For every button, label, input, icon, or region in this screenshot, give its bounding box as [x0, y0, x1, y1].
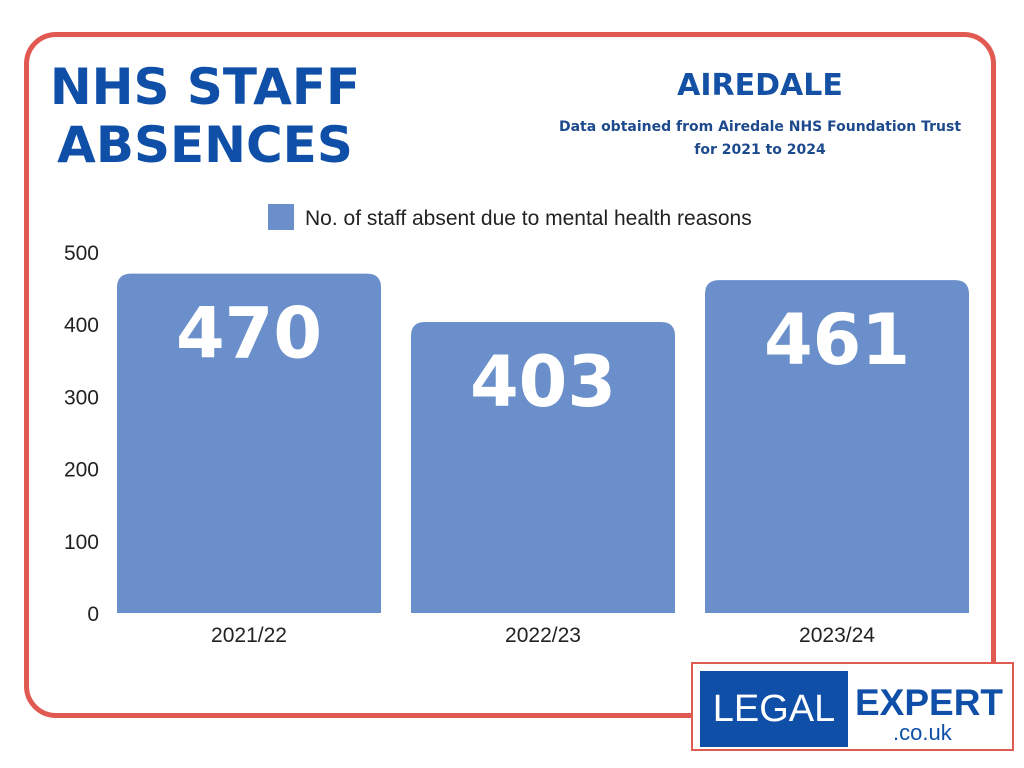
- bar: [117, 273, 381, 613]
- y-tick-label: 400: [64, 314, 99, 337]
- logo-left: LEGAL: [700, 671, 848, 747]
- y-tick-label: 500: [64, 242, 99, 265]
- bar-value-label: 403: [470, 341, 616, 423]
- title-line-2: ABSENCES: [57, 116, 353, 174]
- bar: [705, 280, 969, 613]
- page-title: NHS STAFF ABSENCES: [40, 58, 370, 174]
- y-tick-label: 100: [64, 531, 99, 554]
- y-tick-label: 300: [64, 386, 99, 409]
- source-note: Data obtained from Airedale NHS Foundati…: [520, 116, 1000, 162]
- title-line-1: NHS STAFF: [49, 58, 361, 116]
- logo-right: EXPERT: [855, 682, 1004, 723]
- bar-value-label: 461: [764, 299, 910, 381]
- x-tick-label: 2022/23: [505, 624, 581, 647]
- bar: [411, 322, 675, 613]
- x-tick-label: 2021/22: [211, 624, 287, 647]
- x-tick-label: 2023/24: [799, 624, 875, 647]
- legend-swatch: [268, 204, 294, 230]
- logo-domain: .co.uk: [893, 720, 952, 745]
- region-title: AIREDALE: [677, 68, 843, 103]
- source-line-2: for 2021 to 2024: [694, 142, 826, 158]
- legal-expert-logo: LEGAL EXPERT .co.uk: [691, 662, 1014, 751]
- y-tick-label: 200: [64, 459, 99, 482]
- chart-frame: [24, 32, 996, 718]
- legend-label: No. of staff absent due to mental health…: [305, 207, 752, 230]
- bar-value-label: 470: [176, 293, 322, 375]
- source-line-1: Data obtained from Airedale NHS Foundati…: [558, 119, 962, 135]
- y-tick-label: 0: [87, 603, 99, 626]
